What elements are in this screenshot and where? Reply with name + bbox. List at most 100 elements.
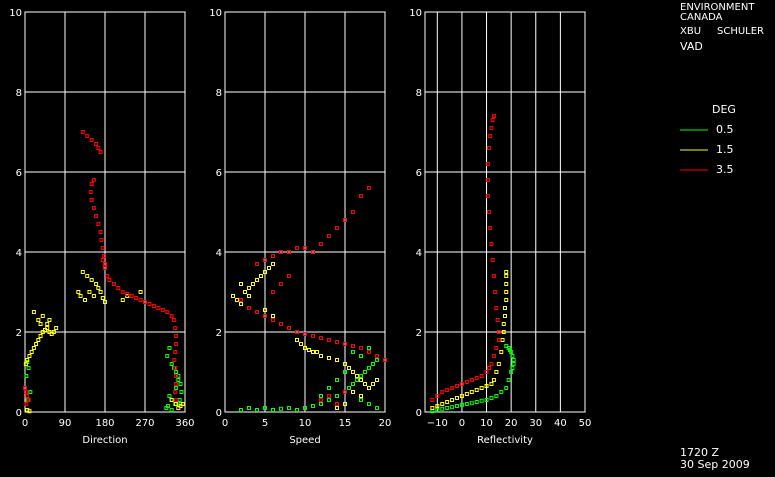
p1-s1-point-22	[351, 370, 355, 374]
p2-s1-point-18	[501, 330, 506, 334]
p1-s1-point-26	[367, 386, 371, 390]
p0-s2-point-44	[174, 342, 179, 346]
p1-s1-point-15	[311, 350, 315, 354]
p1-s0-point-17	[359, 374, 363, 378]
p0-s2-point-6	[85, 134, 90, 138]
p1-s1-point-13	[303, 346, 307, 350]
p2-s2-point-7	[464, 380, 469, 384]
p2-s2-point-20	[493, 290, 498, 294]
p2-s2-point-9	[474, 376, 479, 380]
p1-s2-point-15	[375, 354, 379, 358]
p1-s2-point-11	[343, 342, 347, 346]
p2-s0-point-11	[484, 398, 489, 402]
p0-s2-point-20	[100, 246, 105, 250]
p1-ytick-label-3: 6	[216, 168, 222, 179]
p1-s1-point-3	[243, 290, 247, 294]
p0-s1-point-3	[29, 350, 34, 354]
p2-s1-point-22	[504, 298, 509, 302]
p0-s1-point-43	[27, 409, 32, 414]
p0-s2-point-31	[129, 294, 134, 298]
p1-s0-point-10	[319, 402, 323, 406]
p1-s0-point-12	[335, 394, 339, 398]
p1-s1-point-37	[335, 406, 339, 410]
p0-s2-point-23	[100, 258, 105, 262]
p0-s0-point-9	[174, 370, 179, 374]
footer-date: 30 Sep 2009	[680, 458, 750, 471]
p1-s0-point-8	[303, 406, 307, 410]
p0-s2-point-29	[120, 290, 125, 294]
p1-s2-point-18	[319, 242, 323, 246]
p0-s0-point-2	[24, 374, 29, 378]
p2-s0-point-13	[494, 394, 499, 398]
p2-s0-point-1	[435, 408, 440, 412]
p1-xtick-label-4: 20	[379, 418, 392, 429]
p1-s2-point-17	[311, 250, 315, 254]
p2-s1-point-15	[496, 362, 501, 366]
p2-s2-point-10	[479, 374, 484, 378]
p1-s2-point-1	[263, 314, 267, 318]
p2-xtick-label-6: 50	[579, 418, 592, 429]
p0-s1-point-26	[76, 290, 81, 294]
p2-s1-point-12	[489, 382, 494, 386]
p1-s1-point-10	[271, 262, 275, 266]
p1-s2-point-7	[311, 334, 315, 338]
p2-s0-point-8	[469, 401, 474, 406]
p0-s2-point-25	[105, 274, 110, 278]
p1-ytick-label-0: 0	[216, 408, 222, 419]
p0-ytick-label-4: 8	[16, 88, 22, 99]
p1-xtick-label-2: 10	[299, 418, 312, 429]
p2-s1-point-11	[484, 384, 489, 388]
p1-s1-point-11	[295, 338, 299, 342]
p0-s1-point-17	[38, 322, 43, 326]
p1-s2-point-34	[287, 274, 291, 278]
p1-s2-point-37	[319, 398, 323, 402]
p1-s1-point-6	[255, 278, 259, 282]
p2-s2-point-31	[489, 126, 494, 130]
p0-s1-point-23	[89, 278, 94, 282]
p0-s1-point-32	[100, 296, 105, 300]
p2-s0-point-0	[430, 409, 435, 414]
p2-s2-point-29	[487, 146, 491, 150]
p0-s2-point-50	[173, 390, 178, 394]
p1-s1-point-7	[259, 274, 263, 278]
p2-s2-point-21	[491, 274, 496, 278]
p2-s1-point-8	[469, 390, 474, 394]
p0-s1-point-6	[36, 338, 41, 342]
p2-s2-point-30	[488, 134, 493, 138]
p0-s2-point-0	[23, 386, 27, 390]
footer-time: 1720 Z	[680, 446, 720, 459]
p0-s2-point-12	[89, 182, 94, 186]
p1-s1-point-25	[363, 382, 367, 386]
p1-xtick-label-1: 5	[262, 418, 268, 429]
p0-ytick-label-5: 10	[9, 8, 22, 19]
p2-s0-point-12	[489, 396, 494, 400]
p1-s0-point-25	[343, 370, 347, 374]
p0-s0-point-19	[169, 408, 174, 412]
p0-s2-point-11	[91, 178, 96, 182]
p0-s0-point-18	[164, 406, 169, 410]
p2-s0-point-7	[464, 402, 469, 406]
p0-s2-point-1	[23, 390, 28, 394]
p0-s1-point-1	[25, 358, 30, 362]
p0-s2-point-42	[173, 326, 178, 330]
p1-s2-point-29	[287, 250, 291, 254]
p0-s2-point-9	[96, 146, 101, 150]
p2-s1-point-6	[459, 394, 464, 398]
p1-s1-point-2	[239, 302, 243, 306]
p0-s0-point-1	[26, 366, 31, 370]
p2-s2-point-1	[435, 394, 440, 398]
p0-s2-point-4	[24, 402, 29, 406]
p1-s1-point-4	[247, 286, 251, 290]
p2-s2-point-11	[484, 370, 489, 374]
p2-xtick-label-3: 20	[505, 418, 518, 429]
p1-s0-point-31	[375, 406, 379, 410]
org-line1: ENVIRONMENT	[680, 2, 755, 13]
p1-s2-point-31	[303, 246, 307, 250]
p0-s2-point-34	[143, 300, 147, 304]
p2-s2-point-25	[487, 210, 491, 214]
p0-s1-point-29	[87, 290, 92, 294]
p2-xaxis-label: Reflectivity	[477, 435, 533, 446]
p0-s2-point-16	[94, 214, 99, 218]
p0-s2-point-28	[116, 286, 121, 290]
p1-s2-point-8	[319, 336, 323, 340]
